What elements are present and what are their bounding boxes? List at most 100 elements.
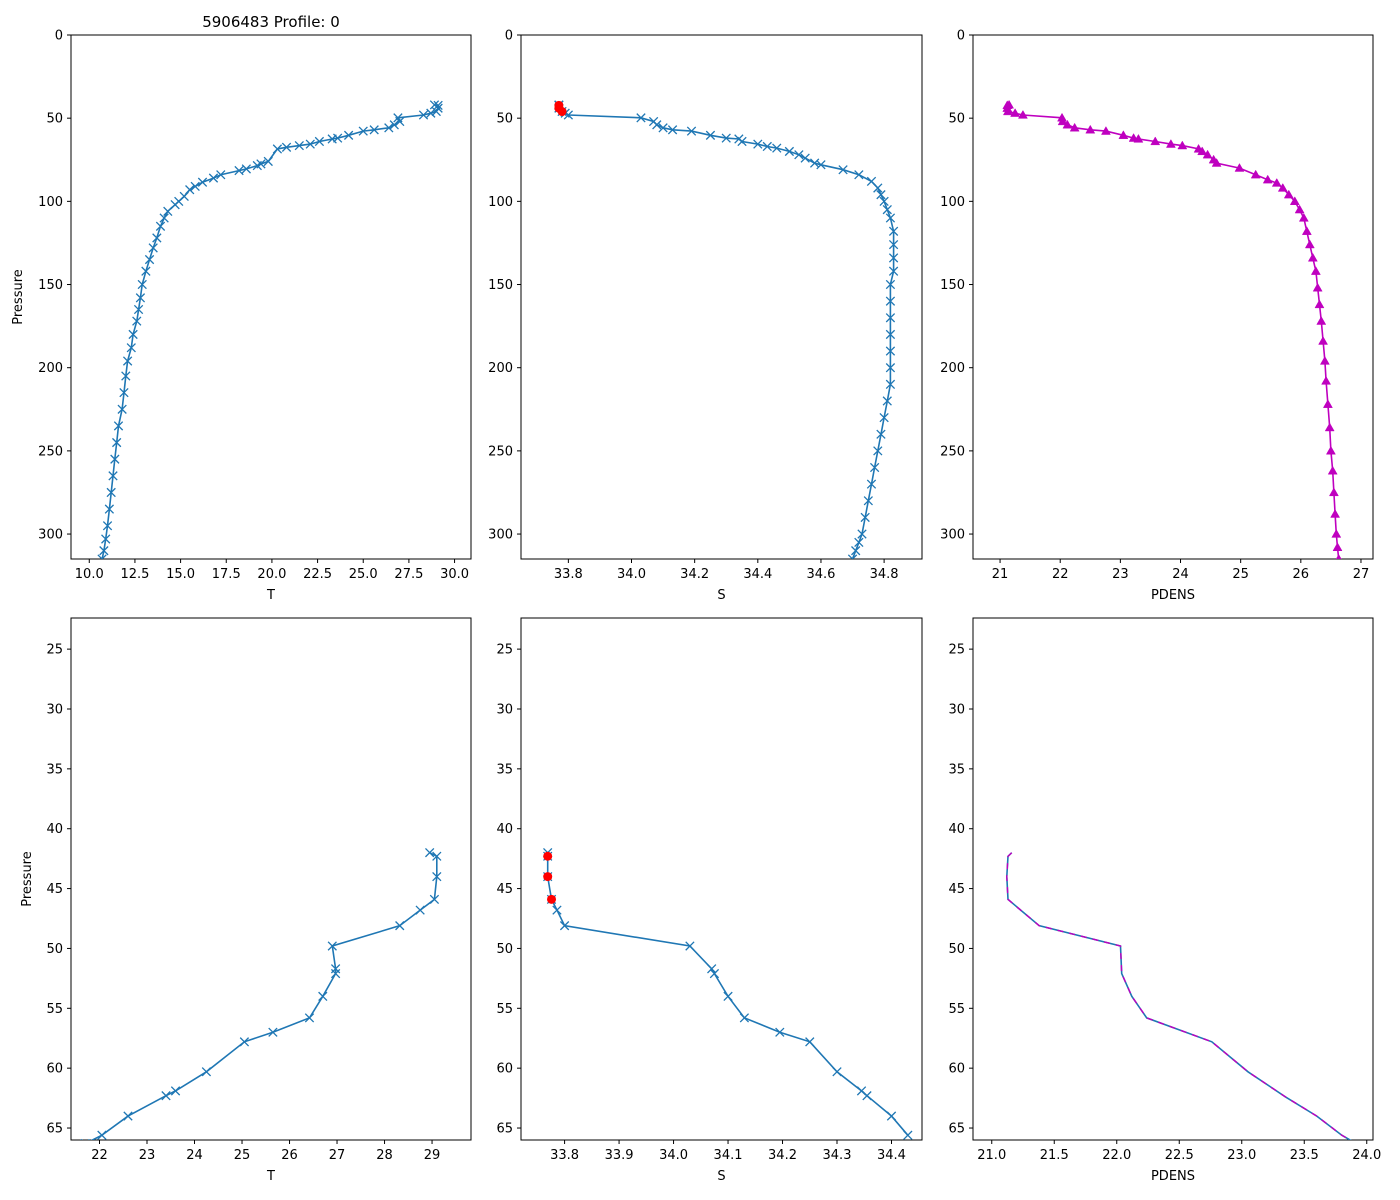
bottom-salinity-data-point	[723, 991, 733, 1001]
top-density-data-point	[1277, 183, 1288, 192]
top-density-data-point	[1325, 445, 1336, 455]
bottom-density-ytick-label: 40	[948, 822, 965, 837]
bottom-salinity-ytick-label: 65	[496, 1122, 513, 1137]
top-density-data-point	[1062, 119, 1073, 129]
top-salinity-data-point	[851, 546, 861, 556]
bottom-temperature-xlabel: T	[266, 1169, 275, 1184]
top-salinity-data-point	[885, 296, 896, 306]
top-temperature-data-point	[132, 316, 142, 326]
bottom-salinity-ytick-label: 35	[496, 762, 513, 777]
top-salinity-flagged-point	[557, 107, 567, 117]
top-density-data-point	[1017, 110, 1028, 119]
bottom-salinity-data-point	[775, 1027, 785, 1037]
top-temperature-xtick-label: 12.5	[120, 567, 149, 582]
top-temperature-data-point	[104, 504, 115, 514]
bottom-salinity-data-point	[862, 1091, 872, 1101]
top-temperature-data-point	[426, 108, 436, 118]
bottom-density-xtick-label: 22.0	[1102, 1148, 1131, 1163]
top-temperature-data-point	[294, 140, 304, 151]
top-temperature-data-point	[389, 120, 399, 130]
top-temperature-data-point	[112, 437, 122, 448]
bottom-density-ytick-label: 65	[948, 1122, 965, 1137]
top-salinity-xtick-label: 34.6	[806, 567, 835, 582]
top-salinity-data-point	[879, 196, 889, 207]
top-temperature-series-line	[101, 104, 439, 559]
top-temperature-data-point	[110, 454, 120, 464]
top-temperature-data-point	[163, 206, 173, 216]
top-density-data-point	[1335, 553, 1342, 559]
bottom-temperature-data-point	[268, 1027, 278, 1037]
top-density-data-point	[1085, 124, 1096, 134]
top-temperature-data-point	[128, 329, 138, 340]
top-density-data-point	[1211, 158, 1222, 167]
top-density-data-point	[1319, 356, 1330, 365]
bottom-salinity-xlabel: S	[717, 1169, 725, 1184]
bottom-temperature-xtick-label: 24	[186, 1148, 203, 1163]
bottom-salinity-data-point	[903, 1130, 913, 1140]
top-salinity-ytick-label: 250	[488, 444, 513, 459]
bottom-density-xtick-label: 23.5	[1290, 1148, 1319, 1163]
bottom-temperature-ytick-label: 55	[46, 1002, 63, 1017]
top-salinity-data-point	[838, 165, 848, 175]
bottom-salinity-xtick-label: 33.9	[605, 1148, 634, 1163]
bottom-temperature-data-point	[432, 871, 442, 882]
top-density-data-point	[1133, 133, 1144, 143]
top-temperature-data-point	[384, 123, 394, 133]
bottom-density-series-line	[1005, 852, 1352, 1140]
top-temperature-frame	[70, 34, 472, 560]
bottom-temperature-data-point	[395, 921, 405, 931]
bottom-temperature-frame	[70, 617, 472, 1141]
bottom-temperature-plot-area	[80, 848, 442, 1140]
top-density-xtick-label: 24	[1172, 567, 1189, 582]
top-salinity-data-point	[885, 346, 896, 356]
top-salinity-xtick-label: 34.2	[680, 567, 709, 582]
top-temperature-xtick-label: 20.0	[257, 567, 286, 582]
top-temperature-xtick-label: 22.5	[303, 567, 332, 582]
top-salinity-data-point	[772, 143, 782, 153]
top-density-xtick-label: 21	[992, 567, 1009, 582]
top-temperature-data-point	[358, 126, 368, 136]
top-salinity-data-point	[705, 130, 716, 140]
bottom-density-ytick-label: 50	[948, 942, 965, 957]
top-density-data-point	[1321, 376, 1332, 385]
top-temperature-data-point	[113, 421, 124, 431]
top-temperature-data-point	[190, 181, 200, 192]
bottom-density-ytick-label: 45	[948, 882, 965, 897]
bottom-density-panel: 21.0 21.5 22.0 22.5 23.0 23.5 24.0 25 30 35 40 45 50…	[948, 617, 1381, 1184]
bottom-salinity-xtick-label: 34.4	[877, 1148, 906, 1163]
top-temperature-data-point	[272, 144, 283, 154]
bottom-temperature-data-point	[170, 1086, 181, 1096]
bottom-density-xtick-label: 22.5	[1165, 1148, 1194, 1163]
top-temperature-data-point	[159, 213, 169, 223]
top-temperature-data-point	[108, 471, 118, 481]
top-temperature-ytick-label: 200	[38, 361, 63, 376]
bottom-density-xtick-label: 23.0	[1227, 1148, 1256, 1163]
bottom-salinity-ytick-label: 40	[496, 822, 513, 837]
top-temperature-data-point	[185, 185, 195, 195]
bottom-density-xtick-label: 21.5	[1040, 1148, 1069, 1163]
bottom-temperature-ytick-label: 45	[46, 882, 63, 897]
bottom-temperature-xtick-label: 29	[424, 1148, 441, 1163]
bottom-salinity-xtick-label: 34.2	[768, 1148, 797, 1163]
top-salinity-ytick-label: 300	[488, 528, 513, 543]
top-density-data-point	[1314, 299, 1325, 309]
top-salinity-series-line	[558, 104, 895, 559]
bottom-density-ytick-label: 55	[948, 1002, 965, 1017]
top-density-data-point	[1165, 139, 1176, 148]
top-temperature-data-point	[141, 266, 151, 276]
bottom-temperature-data-point	[318, 991, 328, 1001]
top-temperature-data-point	[234, 165, 244, 176]
top-density-ytick-label: 200	[940, 361, 965, 376]
bottom-density-ytick-label: 35	[948, 762, 965, 777]
top-density-series-line	[1006, 104, 1340, 559]
bottom-salinity-data-point	[805, 1037, 815, 1047]
bottom-density-xtick-label: 21.0	[977, 1148, 1006, 1163]
top-salinity-data-point	[885, 363, 896, 373]
bottom-density-series-line-overlay	[1006, 852, 1352, 1140]
top-salinity-data-point	[869, 462, 880, 473]
bottom-temperature-data-point	[97, 1130, 107, 1140]
bottom-temperature-panel: 22 23 24 25 26 27 28 29 25 30 35 40 45 50 55 60 65 T Press…	[20, 617, 472, 1184]
bottom-temperature-ytick-label: 40	[46, 822, 63, 837]
bottom-salinity-data-point	[832, 1067, 842, 1077]
